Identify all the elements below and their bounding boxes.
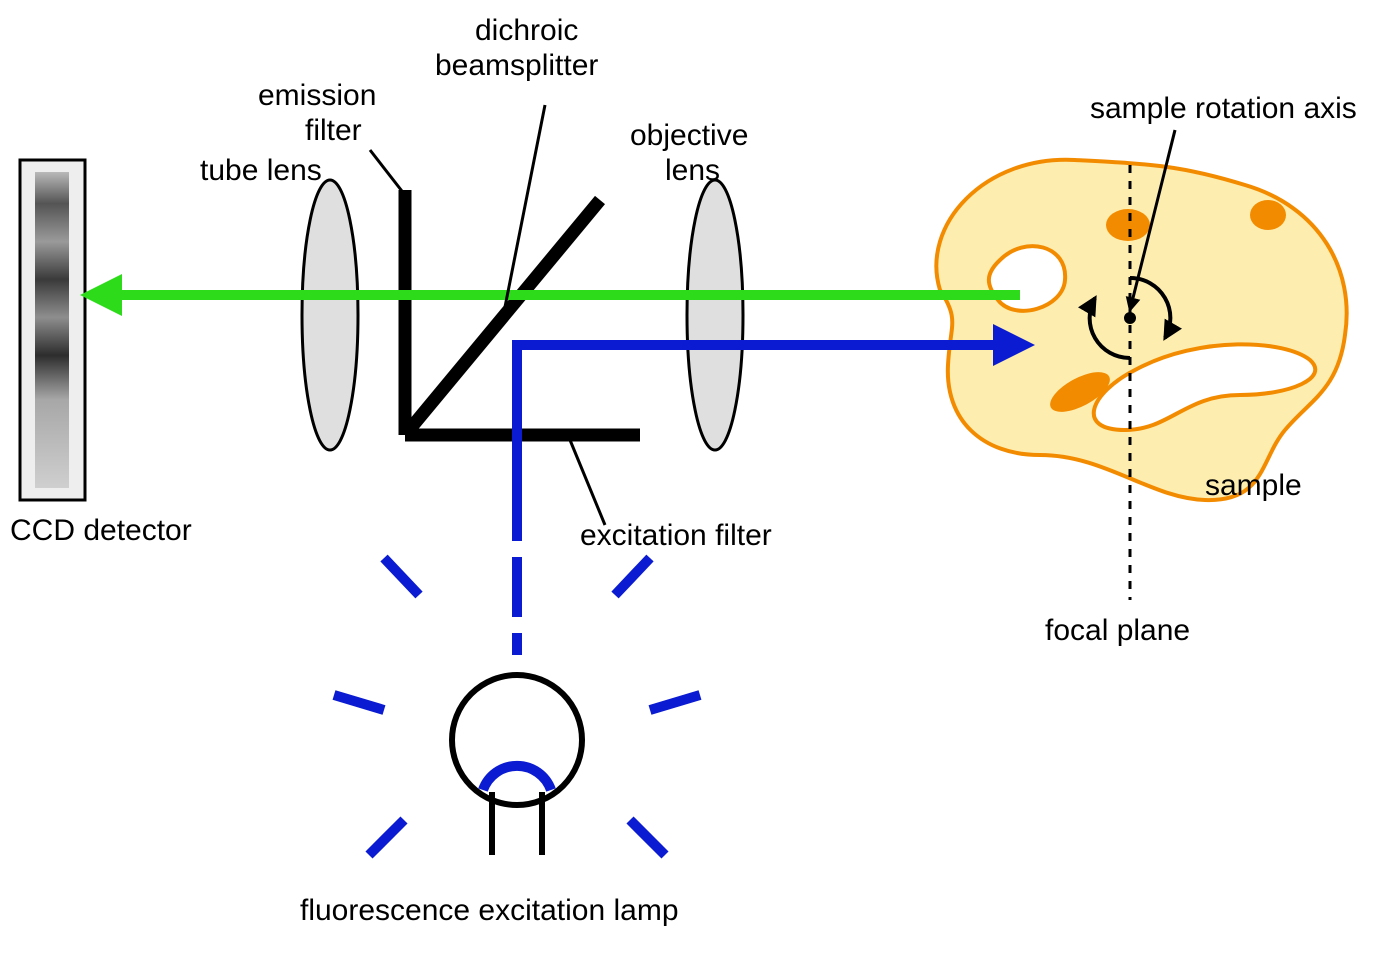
label-ccd: CCD detector (10, 514, 192, 547)
excitation-lamp (334, 558, 700, 855)
sample-cell (936, 160, 1346, 500)
label-lamp: fluorescence excitation lamp (300, 894, 679, 927)
label-sample-axis: sample rotation axis (1090, 92, 1357, 125)
tube-lens (302, 180, 358, 450)
label-dichroic-1: dichroic (475, 14, 578, 47)
label-objective-1: objective (630, 119, 748, 152)
excitation-beam (517, 345, 1000, 655)
label-emission-2: filter (305, 114, 362, 147)
label-dichroic-2: beamsplitter (435, 49, 598, 82)
label-sample: sample (1205, 469, 1302, 502)
ccd-detector (20, 160, 85, 500)
label-objective-2: lens (665, 154, 720, 187)
label-excitation-filter: excitation filter (580, 519, 772, 552)
label-focal-plane: focal plane (1045, 614, 1190, 647)
label-tube-lens: tube lens (200, 154, 322, 187)
label-emission-1: emission (258, 79, 376, 112)
dichroic-beamsplitter (405, 200, 600, 435)
objective-lens (687, 180, 743, 450)
